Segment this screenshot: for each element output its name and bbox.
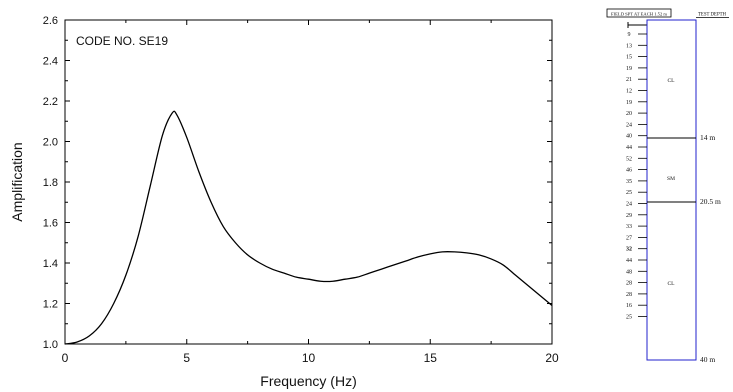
x-axis-label: Frequency (Hz) [260, 373, 356, 389]
y-tick-label: 1.6 [43, 218, 58, 230]
spt-value: 40 [626, 134, 632, 140]
spt-value: 29 [626, 213, 632, 219]
borehole-column [646, 19, 697, 361]
y-axis-label: Amplification [9, 142, 25, 221]
spt-value: 25 [626, 190, 632, 196]
y-tick-label: 2.2 [43, 96, 58, 108]
y-tick-label: 2.6 [43, 15, 58, 27]
spt-value: 33 [626, 224, 632, 230]
spt-value: 25 [626, 315, 632, 321]
x-tick-label: 0 [62, 351, 69, 365]
spt-values: 9 13 15 19 21 12 19 20 24 40 44 52 46 35 25 24 29 33 27 32 4… [626, 32, 647, 321]
spt-value: 9 [628, 32, 631, 38]
layer-depth-label: 14 m [700, 133, 715, 142]
x-axis-ticks: 0 5 10 15 20 [62, 20, 559, 365]
x-tick-label: 5 [183, 351, 190, 365]
spt-value: 48 [626, 269, 632, 275]
spt-value: 27 [626, 235, 632, 241]
amplification-curve [64, 110, 553, 345]
spt-value: 52 [626, 156, 632, 162]
amplification-chart: CODE NO. SE19 0 5 10 15 20 1.0 1.2 1.4 1.6 1.8 2.… [9, 15, 559, 389]
spt-value: 32 [626, 247, 632, 253]
layer-depth-label: 20.5 m [700, 197, 721, 206]
y-axis-ticks: 1.0 1.2 1.4 1.6 1.8 2.0 2.2 2.4 2.6 [43, 15, 552, 351]
y-tick-label: 1.2 [43, 299, 58, 311]
spt-value: 24 [626, 202, 632, 208]
spt-value: 19 [626, 100, 632, 106]
spt-value: 24 [626, 122, 632, 128]
soil-layers: CL 14 m SM 20.5 m CL 40 m [647, 78, 721, 364]
spt-value: 21 [626, 77, 632, 83]
spt-value: 28 [626, 281, 632, 287]
chart-annotation: CODE NO. SE19 [76, 34, 168, 48]
y-tick-label: 2.0 [43, 137, 58, 149]
spt-value: 15 [626, 55, 632, 61]
soil-layer-label: CL [667, 281, 675, 287]
plot-area-frame [64, 19, 553, 345]
spt-value: 35 [626, 179, 632, 185]
x-tick-label: 10 [302, 351, 316, 365]
soil-layer-label: CL [667, 78, 675, 84]
y-tick-label: 1.0 [43, 339, 58, 351]
spt-value: 28 [626, 292, 632, 298]
spt-value: 16 [626, 303, 632, 309]
spt-value: 20 [626, 111, 632, 117]
soil-layer-label: SM [667, 176, 675, 182]
layer-depth-label: 40 m [700, 355, 715, 364]
spt-header-label: FIELD SPT AT EACH 1.52 m [611, 12, 667, 17]
spt-value: 44 [626, 145, 632, 151]
borehole-log: FIELD SPT AT EACH 1.52 m TEST DEPTH 9 13 1… [606, 8, 729, 364]
x-tick-label: 20 [545, 351, 559, 365]
spt-value: 46 [626, 168, 632, 174]
spt-value: 19 [626, 66, 632, 72]
x-tick-label: 15 [424, 351, 438, 365]
y-tick-label: 2.4 [43, 56, 58, 68]
spt-header-box [606, 8, 672, 18]
spt-value: 12 [626, 89, 632, 95]
spt-value: 13 [626, 43, 632, 49]
y-tick-label: 1.8 [43, 177, 58, 189]
depth-header-label: TEST DEPTH [698, 13, 727, 18]
spt-value: 44 [626, 258, 632, 264]
y-tick-label: 1.4 [43, 258, 58, 270]
